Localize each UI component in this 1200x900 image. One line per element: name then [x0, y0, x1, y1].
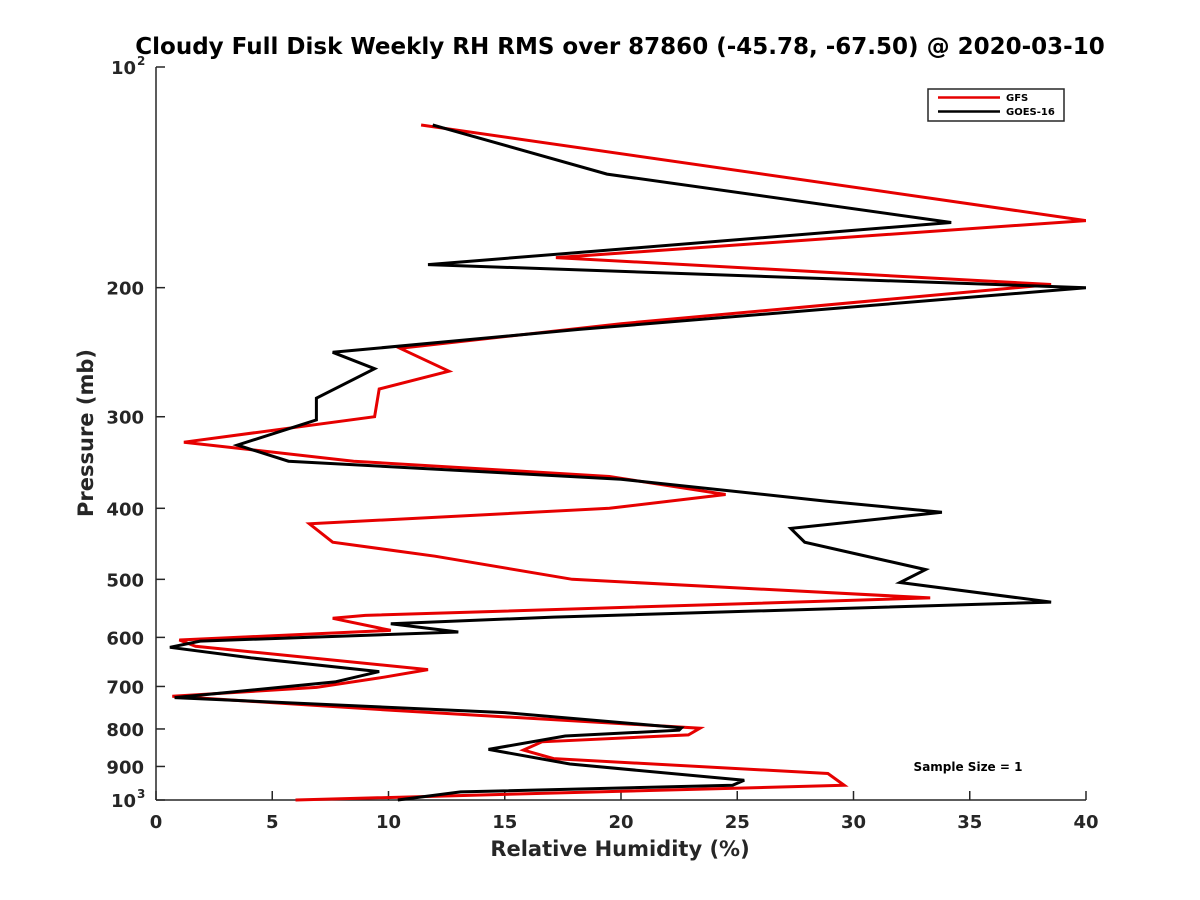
x-tick-label: 25	[725, 812, 750, 833]
x-tick-label: 30	[841, 812, 866, 833]
y-tick-exponent: 3	[137, 787, 145, 801]
series-layer	[169, 123, 1086, 802]
x-axis-label: Relative Humidity (%)	[490, 837, 749, 861]
y-tick-label: 500	[106, 570, 144, 591]
y-tick-label: 900	[106, 757, 144, 778]
legend-label-gfs: GFS	[1006, 93, 1028, 104]
series-line-gfs	[172, 123, 1086, 802]
y-axis-label: Pressure (mb)	[74, 349, 98, 517]
y-tick-label: 400	[106, 499, 144, 520]
series-line-goes16	[169, 123, 1086, 802]
y-tick-label: 700	[106, 677, 144, 698]
x-tick-label: 0	[150, 812, 163, 833]
x-tick-label: 5	[266, 812, 279, 833]
x-tick-label: 35	[957, 812, 982, 833]
y-tick-label: 800	[106, 720, 144, 741]
y-tick-label: 10	[111, 791, 136, 812]
chart-title: Cloudy Full Disk Weekly RH RMS over 8786…	[135, 34, 1104, 60]
x-tick-label: 10	[376, 812, 401, 833]
y-tick-label: 10	[111, 58, 136, 79]
y-tick-label: 300	[106, 408, 144, 429]
x-axis-ticks: 0 5 10 15 20 25 30 35 40	[150, 791, 1099, 833]
x-tick-label: 40	[1073, 812, 1098, 833]
legend-label-goes16: GOES-16	[1006, 107, 1055, 118]
y-tick-exponent: 2	[137, 54, 145, 68]
legend: GFS GOES-16	[927, 88, 1065, 122]
legend-box	[927, 88, 1065, 122]
x-tick-label: 20	[608, 812, 633, 833]
x-tick-label: 15	[492, 812, 517, 833]
y-tick-label: 600	[106, 628, 144, 649]
y-tick-label: 200	[106, 279, 144, 300]
sample-size-annotation: Sample Size = 1	[914, 760, 1023, 774]
